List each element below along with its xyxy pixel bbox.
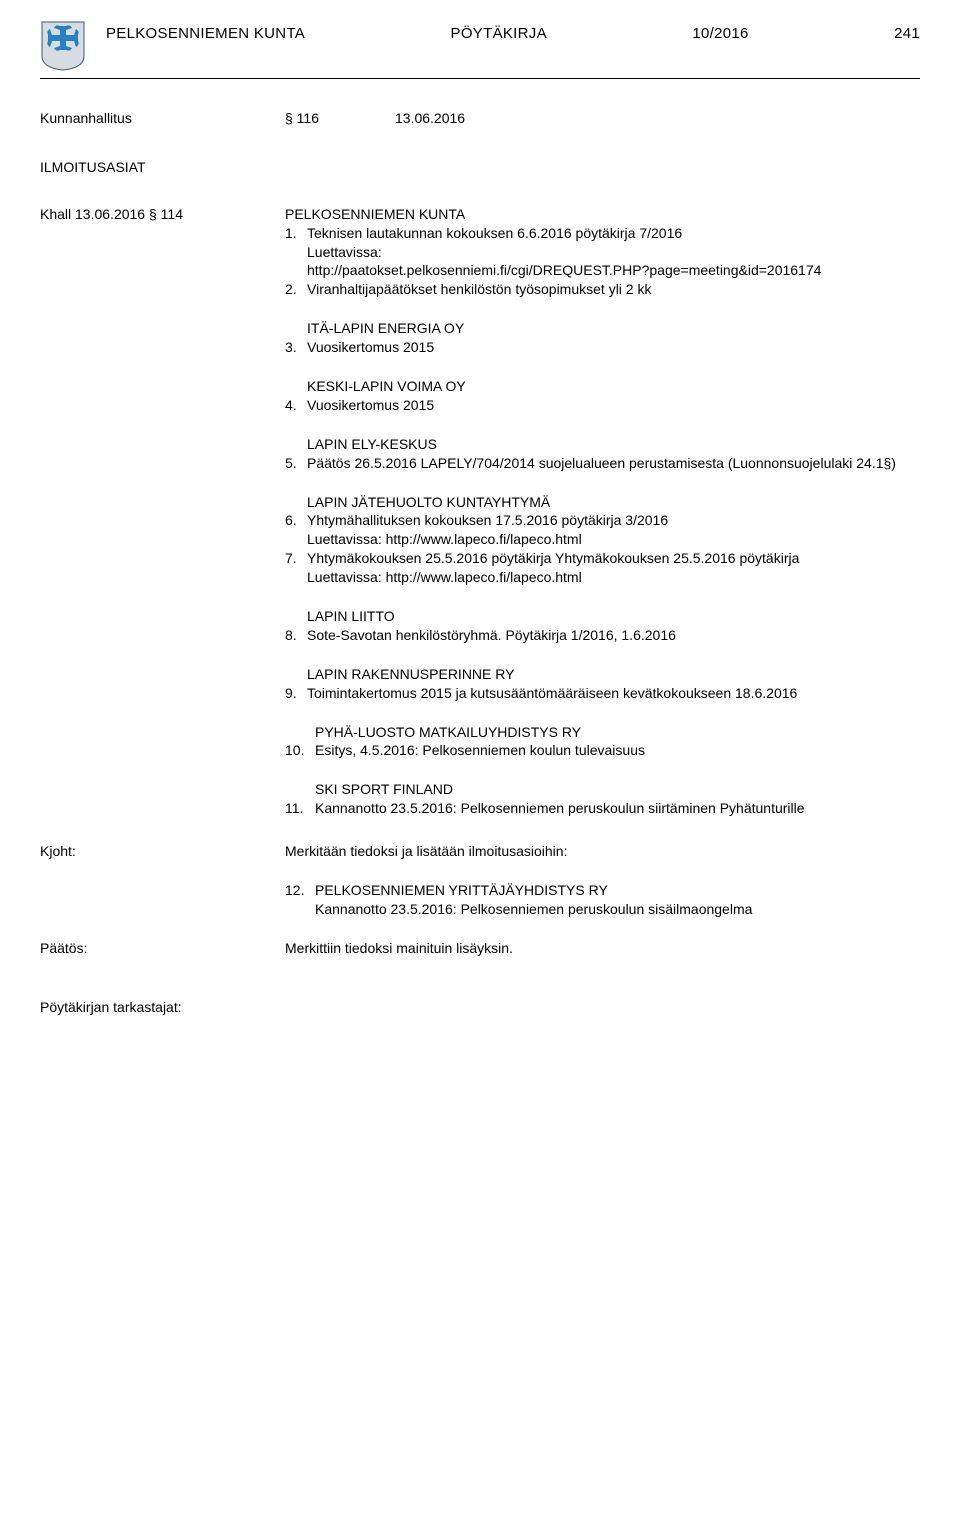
list-text: Toimintakertomus 2015 ja kutsusääntömäär… <box>307 684 920 703</box>
block-liitto: LAPIN LIITTO 8.Sote-Savotan henkilöstöry… <box>285 607 920 645</box>
list-num: 4. <box>285 396 307 415</box>
list-num: 5. <box>285 454 307 473</box>
block-ely: LAPIN ELY-KESKUS 5.Päätös 26.5.2016 LAPE… <box>285 435 920 473</box>
list-num: 1. <box>285 224 307 243</box>
municipality-logo <box>40 20 86 72</box>
list-num: 8. <box>285 626 307 645</box>
subhead: PYHÄ-LUOSTO MATKAILUYHDISTYS RY <box>285 723 920 742</box>
list-text: Viranhaltijapäätökset henkilöstön työsop… <box>307 280 920 299</box>
list-text: Yhtymähallituksen kokouksen 17.5.2016 pö… <box>307 511 920 530</box>
list-text: Vuosikertomus 2015 <box>307 338 920 357</box>
page-header: PELKOSENNIEMEN KUNTA PÖYTÄKIRJA 10/2016 … <box>40 20 920 72</box>
list-num: 6. <box>285 511 307 530</box>
subhead: LAPIN LIITTO <box>285 607 920 626</box>
block-ski-sport: SKI SPORT FINLAND 11.Kannanotto 23.5.201… <box>285 780 920 818</box>
doc-number: 10/2016 <box>692 24 748 44</box>
paatos-label: Päätös: <box>40 939 285 958</box>
paatos-row: Päätös: Merkittiin tiedoksi mainituin li… <box>40 939 920 958</box>
block-pelkosenniemi: PELKOSENNIEMEN KUNTA 1.Teknisen lautakun… <box>285 205 920 299</box>
list-num: 2. <box>285 280 307 299</box>
subhead: KESKI-LAPIN VOIMA OY <box>285 377 920 396</box>
list-num: 3. <box>285 338 307 357</box>
paatos-text: Merkittiin tiedoksi mainituin lisäyksin. <box>285 939 920 958</box>
subhead: LAPIN RAKENNUSPERINNE RY <box>285 665 920 684</box>
footer-label: Pöytäkirjan tarkastajat: <box>40 998 920 1017</box>
block-rakenneperinne: LAPIN RAKENNUSPERINNE RY 9.Toimintakerto… <box>285 665 920 703</box>
list-text: Teknisen lautakunnan kokouksen 6.6.2016 … <box>307 224 920 243</box>
block-yrittajayhdistys: 12.PELKOSENNIEMEN YRITTÄJÄYHDISTYS RY Ka… <box>285 881 920 919</box>
list-text: Vuosikertomus 2015 <box>307 396 920 415</box>
list-text: Päätös 26.5.2016 LAPELY/704/2014 suojelu… <box>307 454 920 473</box>
subhead: LAPIN ELY-KESKUS <box>285 435 920 454</box>
subhead: ITÄ-LAPIN ENERGIA OY <box>285 319 920 338</box>
block-pyha-luosto: PYHÄ-LUOSTO MATKAILUYHDISTYS RY 10.Esity… <box>285 723 920 761</box>
subhead: SKI SPORT FINLAND <box>285 780 920 799</box>
meeting-section: § 116 <box>285 109 395 128</box>
list-num: 11. <box>285 799 315 818</box>
kjoht-label: Kjoht: <box>40 842 285 919</box>
list-text: Luettavissa: http://www.lapeco.fi/lapeco… <box>307 530 920 549</box>
list-text: Luettavissa: http://www.lapeco.fi/lapeco… <box>307 568 920 587</box>
meeting-row: Kunnanhallitus § 116 13.06.2016 <box>40 109 920 128</box>
page-title: ILMOITUSASIAT <box>40 158 920 177</box>
kjoht-text: Merkitään tiedoksi ja lisätään ilmoitusa… <box>285 842 920 861</box>
org-name: PELKOSENNIEMEN KUNTA <box>106 24 305 44</box>
header-divider <box>40 78 920 79</box>
list-text: Esitys, 4.5.2016: Pelkosenniemen koulun … <box>315 741 920 760</box>
list-num: 9. <box>285 684 307 703</box>
list-text: Yhtymäkokouksen 25.5.2016 pöytäkirja Yht… <box>307 549 920 568</box>
block-ita-lapin: ITÄ-LAPIN ENERGIA OY 3.Vuosikertomus 201… <box>285 319 920 357</box>
list-text: Luettavissa: <box>307 243 920 262</box>
list-num: 12. <box>285 881 315 900</box>
list-text: http://paatokset.pelkosenniemi.fi/cgi/DR… <box>307 261 920 280</box>
list-text: Sote-Savotan henkilöstöryhmä. Pöytäkirja… <box>307 626 920 645</box>
doc-type: PÖYTÄKIRJA <box>451 24 547 44</box>
list-text: Kannanotto 23.5.2016: Pelkosenniemen per… <box>315 900 920 919</box>
khall-label: Khall 13.06.2016 § 114 <box>40 205 285 224</box>
content-body: PELKOSENNIEMEN KUNTA 1.Teknisen lautakun… <box>285 205 920 838</box>
list-num: 10. <box>285 741 315 760</box>
block-jatehuolto: LAPIN JÄTEHUOLTO KUNTAYHTYMÄ 6.Yhtymähal… <box>285 493 920 587</box>
block-keski-lapin: KESKI-LAPIN VOIMA OY 4.Vuosikertomus 201… <box>285 377 920 415</box>
page-number: 241 <box>894 24 920 44</box>
subhead: PELKOSENNIEMEN KUNTA <box>285 205 920 224</box>
kjoht-row: Kjoht: Merkitään tiedoksi ja lisätään il… <box>40 842 920 919</box>
subhead: LAPIN JÄTEHUOLTO KUNTAYHTYMÄ <box>285 493 920 512</box>
list-text: PELKOSENNIEMEN YRITTÄJÄYHDISTYS RY <box>315 881 920 900</box>
list-num: 7. <box>285 549 307 568</box>
list-text: Kannanotto 23.5.2016: Pelkosenniemen per… <box>315 799 920 818</box>
meeting-body: Kunnanhallitus <box>40 109 285 128</box>
meeting-date: 13.06.2016 <box>395 109 465 128</box>
